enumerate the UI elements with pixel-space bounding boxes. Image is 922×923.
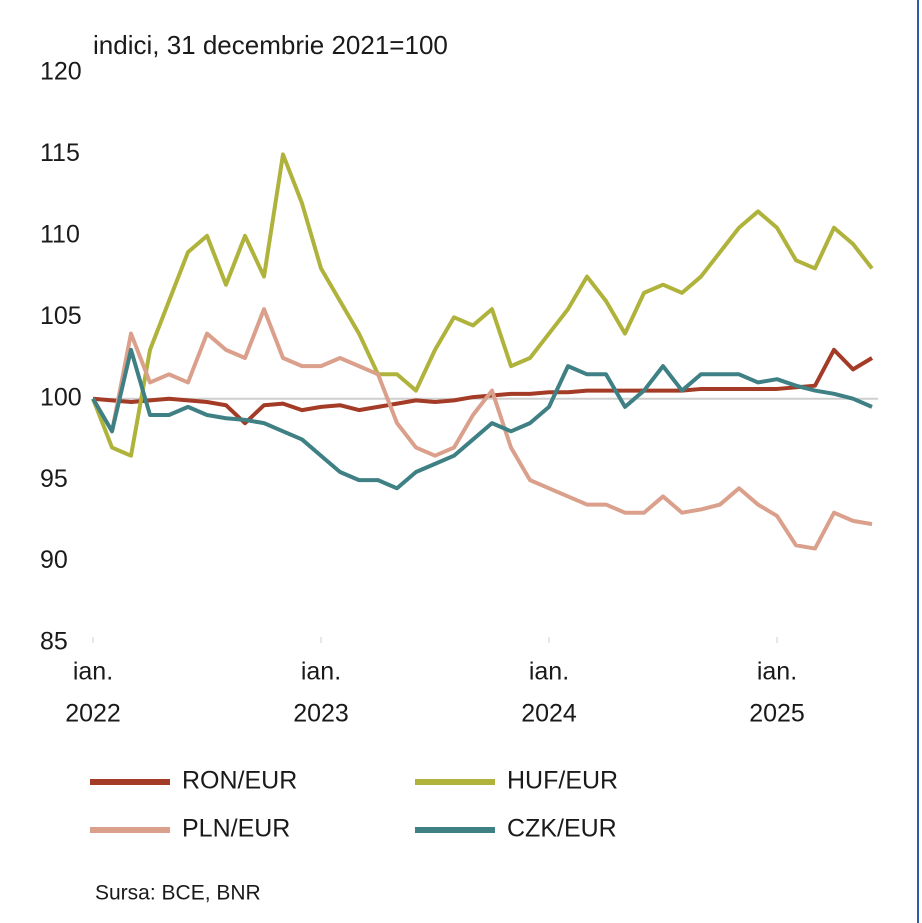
y-tick-label: 120 xyxy=(40,58,82,86)
series-line xyxy=(91,307,873,551)
legend-label: HUF/EUR xyxy=(507,767,618,795)
x-tick-label: 2022 xyxy=(65,700,121,728)
x-tick-label: ian. xyxy=(529,658,569,686)
x-tick-label: 2024 xyxy=(521,700,577,728)
chart-title: indici, 31 decembrie 2021=100 xyxy=(93,30,448,60)
series-line xyxy=(92,347,874,426)
series-line xyxy=(91,152,874,458)
x-tick-label: 2025 xyxy=(749,700,805,728)
legend-label: PLN/EUR xyxy=(182,815,290,843)
y-tick-label: 90 xyxy=(40,546,68,574)
source-note: Sursa: BCE, BNR xyxy=(95,882,261,905)
y-tick-label: 95 xyxy=(40,465,68,493)
x-tick-label: ian. xyxy=(301,658,341,686)
y-tick-label: 115 xyxy=(40,139,80,167)
x-tick-label: ian. xyxy=(757,658,797,686)
y-tick-label: 110 xyxy=(40,220,80,248)
y-tick-label: 85 xyxy=(40,628,68,656)
series-line xyxy=(91,347,873,491)
y-tick-label: 100 xyxy=(40,383,82,411)
legend-label: RON/EUR xyxy=(182,767,297,795)
x-tick-label: 2023 xyxy=(293,700,349,728)
x-tick-label: ian. xyxy=(73,658,113,686)
legend-label: CZK/EUR xyxy=(507,815,617,843)
y-tick-label: 105 xyxy=(40,302,82,330)
